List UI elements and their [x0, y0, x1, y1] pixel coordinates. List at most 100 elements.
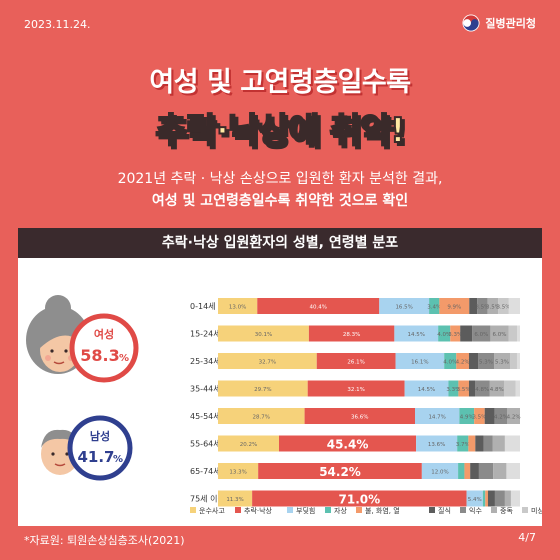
bar-segment: [470, 463, 479, 479]
male-ring: [67, 415, 133, 481]
value-label: 14.5%: [418, 387, 435, 393]
bar-segment: [457, 435, 469, 452]
chart-title: 추락·낙상 입원환자의 성별, 연령별 분포: [18, 228, 542, 258]
bar-segment: [475, 380, 490, 397]
legend-label: 질식: [438, 506, 451, 515]
legend-label: 추락·낙상: [244, 506, 273, 515]
value-label: 3.3%: [446, 387, 460, 393]
bar-segment: [438, 325, 451, 342]
bar-segment: [439, 298, 470, 314]
value-label: 14.7%: [428, 415, 445, 421]
bar-segment: [218, 353, 317, 369]
legend-swatch: [491, 507, 497, 513]
bar-segment: [404, 380, 449, 397]
value-label: 3.4%: [427, 305, 441, 311]
value-label: 26.1%: [347, 360, 364, 366]
value-label: 36.6%: [351, 415, 368, 421]
bar-segment: [456, 353, 469, 369]
value-label: 13.6%: [428, 442, 445, 448]
value-label: 5.3%: [479, 360, 493, 366]
value-label: 4.2%: [494, 415, 508, 421]
female-ring: [69, 313, 139, 383]
value-label: 16.5%: [395, 305, 412, 311]
bar-segment: [218, 490, 253, 507]
legend-swatch: [429, 507, 435, 513]
bar-segment: [477, 298, 488, 314]
page-indicator: 4/7: [518, 531, 536, 544]
value-label: 4.0%: [443, 360, 457, 366]
legend-swatch: [190, 507, 196, 513]
value-label: 4.9%: [460, 415, 474, 421]
date-label: 2023.11.24.: [24, 18, 91, 31]
value-label: 5.3%: [495, 360, 509, 366]
bar-segment: [316, 353, 396, 369]
bar-segment: [218, 463, 259, 479]
bar-segment: [468, 435, 476, 452]
bar-segment: [474, 408, 485, 424]
value-label: 3.5%: [472, 415, 486, 421]
value-label: 4.2%: [507, 415, 521, 421]
bar-segment: [415, 408, 460, 424]
bar-segment: [416, 435, 458, 452]
category-label: 0-14세: [190, 302, 216, 311]
bar-segment: [478, 463, 494, 479]
bar-segment: [469, 298, 478, 314]
bar-segment: [482, 490, 486, 507]
bar-segment: [489, 380, 504, 397]
male-value: 41.7: [77, 448, 114, 466]
bar-segment: [504, 435, 520, 452]
legend-swatch: [235, 507, 241, 513]
bar-segment: [458, 463, 465, 479]
bar-segment: [516, 353, 520, 369]
male-label: 남성: [90, 429, 110, 443]
value-label: 28.7%: [253, 415, 270, 421]
value-label: 32.1%: [347, 387, 364, 393]
value-label: 32.7%: [259, 360, 276, 366]
category-label: 25-34세: [190, 357, 221, 366]
female-value: 58.3: [80, 346, 119, 365]
value-label: 9.9%: [447, 305, 461, 311]
bar-segment: [279, 435, 417, 452]
value-label: 28.3%: [343, 332, 360, 338]
bar-segment: [487, 298, 499, 314]
value-label: 14.5%: [408, 332, 425, 338]
value-label: 16.1%: [411, 360, 428, 366]
bar-segment: [218, 380, 308, 397]
subtitle-line1: 2021년 추락 · 낙상 손상으로 입원한 환자 분석한 결과,: [117, 171, 443, 187]
bar-segment: [484, 408, 495, 424]
legend-swatch: [325, 507, 331, 513]
bar-segment: [515, 380, 520, 397]
bar-segment: [494, 490, 505, 507]
bar-segment: [485, 490, 488, 507]
bar-segment: [508, 298, 520, 314]
value-label: 4.0%: [437, 332, 451, 338]
taegeuk-icon: [462, 14, 480, 32]
bar-segment: [395, 353, 445, 369]
headline: 여성 및 고연령층일수록 추락·낙상에 취약!: [0, 60, 560, 152]
value-label: 12.0%: [431, 470, 448, 476]
legend-swatch: [356, 507, 362, 513]
bar-segment: [472, 325, 491, 342]
bar-segment: [504, 490, 511, 507]
category-label: 45-54세: [190, 412, 221, 421]
bar-segment: [218, 325, 309, 342]
female-unit: %: [119, 353, 129, 364]
bar-segment: [307, 380, 405, 397]
value-label: 13.3%: [229, 470, 246, 476]
bar-segment: [517, 325, 520, 342]
bar-segment: [490, 325, 509, 342]
bar-segment: [506, 463, 520, 479]
bar-segment: [510, 490, 520, 507]
value-label: 3.7%: [456, 442, 470, 448]
category-label: 75세 이상: [190, 494, 225, 504]
value-label: 3.5%: [486, 305, 500, 311]
value-label: 20.2%: [240, 442, 257, 448]
value-label: 40.4%: [310, 305, 327, 311]
value-label: 30.1%: [255, 332, 272, 338]
value-label: 4.8%: [490, 387, 504, 393]
stacked-bar-chart: 여성 58.3 % 남성 41.7 % 0-14세 13.0% 40.4% 16.5%…: [26, 295, 542, 515]
category-label: 35-44세: [190, 385, 221, 394]
value-label: 29.7%: [254, 387, 271, 393]
